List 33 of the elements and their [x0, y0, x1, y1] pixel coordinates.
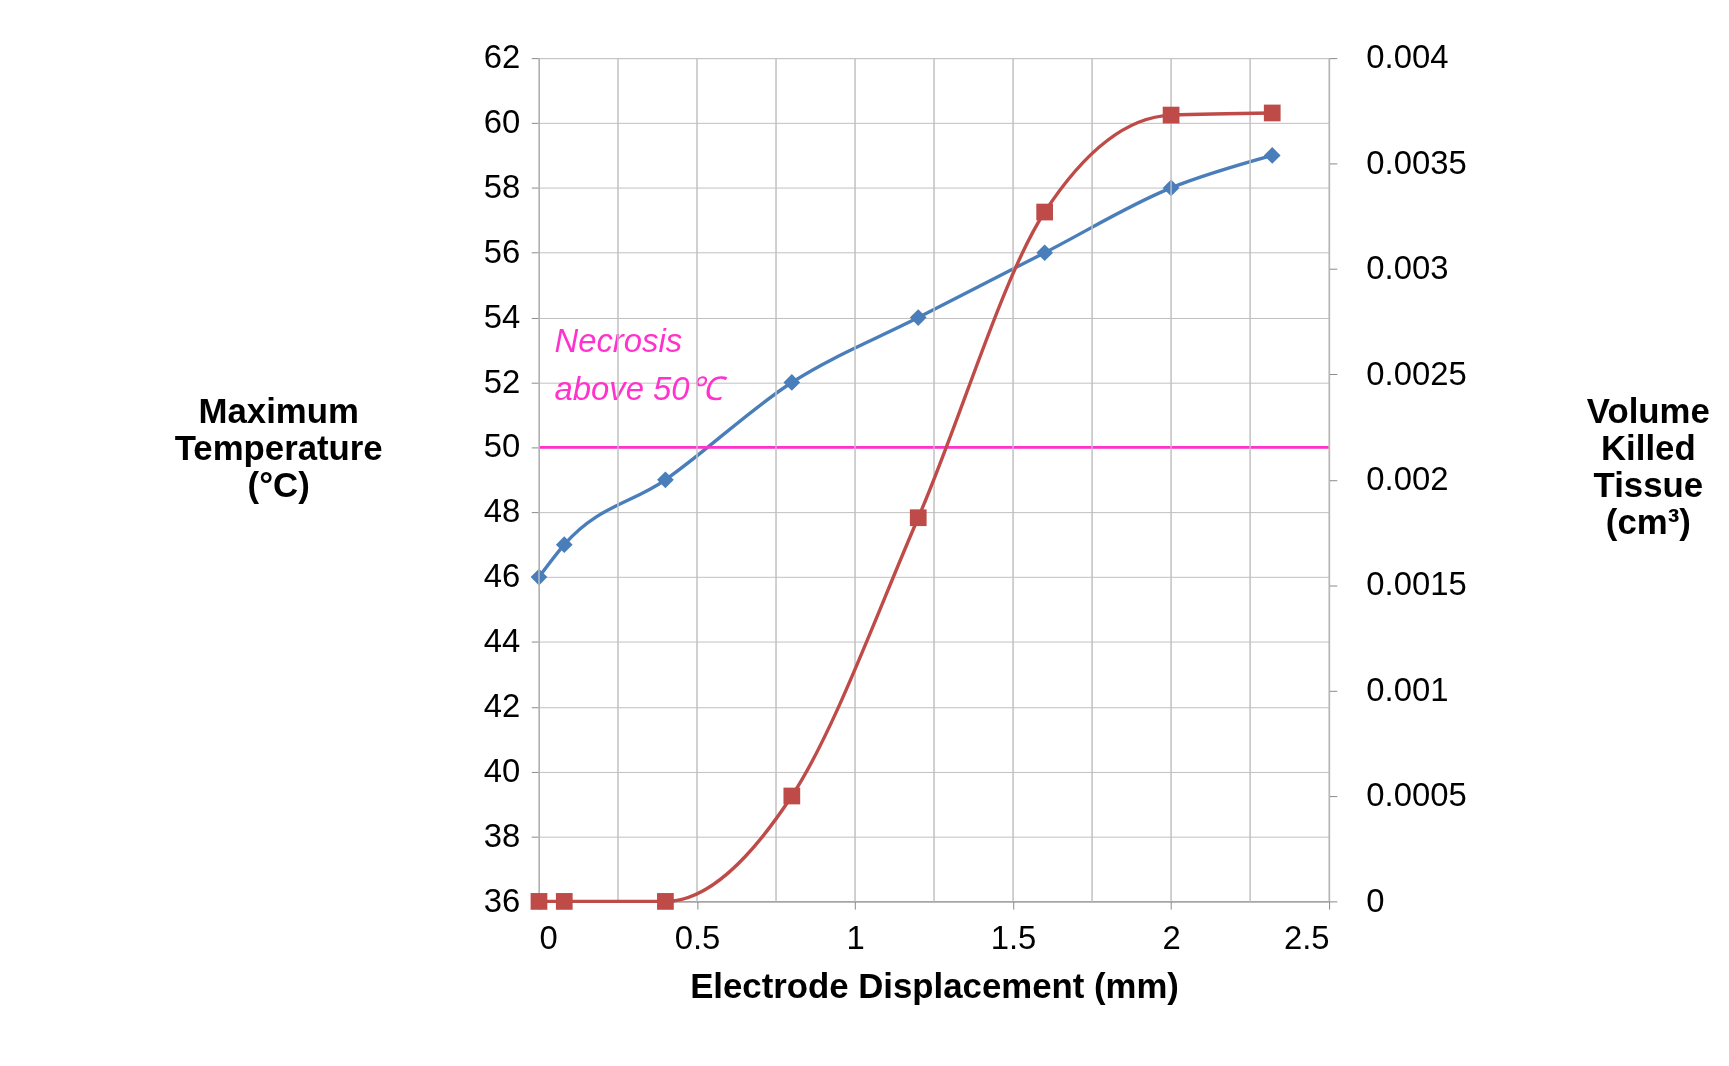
y-tick-label: 58: [483, 168, 521, 206]
y-tick-label: 40: [483, 751, 521, 789]
y-tick-label: 46: [483, 557, 521, 595]
annotation: Necrosis above 50℃: [554, 321, 728, 408]
y-tick-label: 38: [483, 816, 521, 854]
x-tick-label: 0.5: [674, 919, 721, 957]
y-tick-label: 50: [483, 427, 521, 465]
y2-tick-label: 0.003: [1366, 249, 1449, 287]
y-tick-label: 48: [483, 492, 521, 530]
y2-axis-title: Volume Killed Tissue (cm³): [1586, 392, 1710, 541]
x-axis-title: Electrode Displacement (mm): [690, 967, 1179, 1006]
x-tick-label: 1: [846, 919, 865, 957]
x-tick-label: 0: [539, 919, 558, 957]
y2-tick-label: 0.0025: [1366, 354, 1467, 392]
y2-tick-label: 0.0015: [1366, 565, 1467, 603]
y2-tick-label: 0.0035: [1366, 143, 1467, 181]
x-tick-label: 1.5: [990, 919, 1037, 957]
y-tick-label: 36: [483, 881, 521, 919]
y2-tick-label: 0: [1366, 881, 1385, 919]
y-tick-label: 44: [483, 622, 521, 660]
y-tick-label: 52: [483, 362, 521, 400]
y2-tick-label: 0.0005: [1366, 776, 1467, 814]
y2-tick-label: 0.001: [1366, 670, 1449, 708]
y-tick-label: 54: [483, 297, 521, 335]
y2-tick-label: 0.002: [1366, 459, 1449, 497]
y-tick-label: 42: [483, 686, 521, 724]
x-tick-label: 2: [1162, 919, 1181, 957]
y-tick-label: 62: [483, 38, 521, 76]
y2-tick-label: 0.004: [1366, 38, 1449, 76]
y-tick-label: 60: [483, 103, 521, 141]
y-tick-label: 56: [483, 232, 521, 270]
y-axis-title: Maximum Temperature (°C): [174, 392, 383, 504]
x-tick-label: 2.5: [1283, 919, 1330, 957]
